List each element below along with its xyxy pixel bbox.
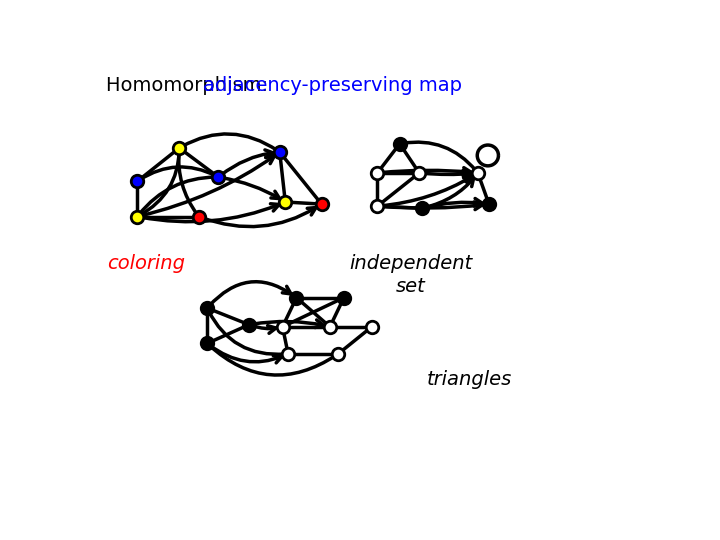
Text: Homomorphism:: Homomorphism: [106,77,274,96]
Text: triangles: triangles [427,370,512,389]
Text: coloring: coloring [107,254,185,273]
Text: independent
set: independent set [349,254,472,296]
Text: adjacency-preserving map: adjacency-preserving map [203,77,462,96]
